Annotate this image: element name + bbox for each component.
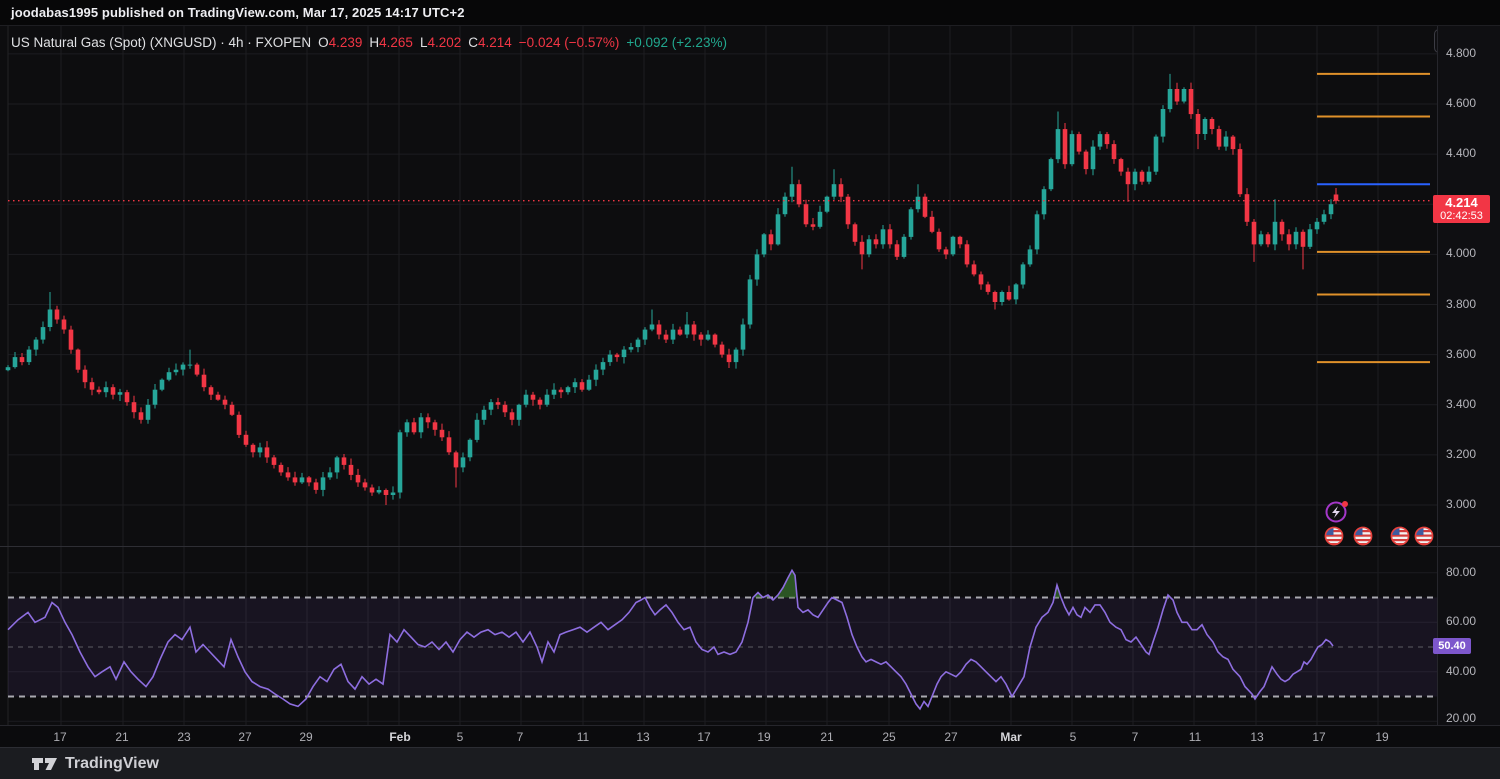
scale-tick-label: 80.00 [1446, 565, 1477, 579]
attribution-text: joodabas1995 published on TradingView.co… [11, 5, 465, 20]
scale-tick-label: 20.00 [1446, 711, 1477, 725]
us-flag-event-icon[interactable] [1353, 526, 1373, 546]
time-tick-label: 13 [636, 730, 650, 744]
scale-tick-label: 4.600 [1446, 96, 1477, 110]
scale-tick-label: 3.000 [1446, 497, 1477, 511]
last-price-badge: 4.214 02:42:53 [1433, 195, 1490, 223]
time-tick-label: 17 [53, 730, 67, 744]
us-flag-event-icon[interactable] [1324, 526, 1344, 546]
scale-tick-label: 4.800 [1446, 46, 1477, 60]
grid [7, 26, 1440, 725]
spark-event-icon[interactable] [1325, 501, 1349, 523]
ohlc-low: L4.202 [419, 34, 462, 50]
time-tick-label: 11 [576, 730, 590, 744]
us-flag-event-icon[interactable] [1390, 526, 1410, 546]
session-change: +0.092 (+2.23%) [626, 34, 727, 50]
time-tick-label: 27 [238, 730, 252, 744]
scale-tick-label: 3.800 [1446, 297, 1477, 311]
scale-tick-label: 3.600 [1446, 347, 1477, 361]
rsi-value-badge: 50.40 [1433, 638, 1471, 654]
time-tick-label: 19 [1375, 730, 1389, 744]
rsi-guides [8, 596, 1437, 698]
scale-tick-label: 4.000 [1446, 246, 1477, 260]
time-tick-label: 17 [697, 730, 711, 744]
last-price-value: 4.214 [1445, 195, 1478, 210]
time-tick-label: 11 [1188, 730, 1202, 744]
time-tick-label: 7 [1131, 730, 1139, 744]
rsi-overbought-fill [753, 570, 1171, 598]
footer-bar: TradingView [0, 747, 1500, 779]
candlestick-series [5, 73, 1339, 505]
tradingview-brand-text[interactable]: TradingView [65, 754, 159, 772]
symbol-title[interactable]: US Natural Gas (Spot) (XNGUSD) · 4h · FX… [11, 34, 312, 50]
pane-separator[interactable] [0, 546, 1500, 547]
scale-tick-label: 60.00 [1446, 614, 1477, 628]
tradingview-logo-icon[interactable] [32, 756, 58, 772]
bar-countdown: 02:42:53 [1440, 210, 1483, 222]
time-tick-label: 19 [757, 730, 771, 744]
ohlc-high: H4.265 [369, 34, 413, 50]
time-tick-label: 25 [882, 730, 896, 744]
ohlc-close: C4.214 [468, 34, 512, 50]
time-tick-label: 21 [820, 730, 834, 744]
scale-tick-label: 4.400 [1446, 146, 1477, 160]
scale-tick-label: 3.200 [1446, 447, 1477, 461]
time-tick-label: 5 [1069, 730, 1077, 744]
ohlc-open: O4.239 [318, 34, 363, 50]
time-tick-label: Feb [389, 730, 411, 744]
time-tick-label: Mar [1000, 730, 1022, 744]
time-tick-label: 13 [1250, 730, 1264, 744]
time-tick-label: 21 [115, 730, 129, 744]
time-tick-label: 5 [456, 730, 464, 744]
price-level-lines[interactable] [1317, 72, 1430, 364]
us-flag-event-icon[interactable] [1414, 526, 1434, 546]
time-tick-label: 23 [177, 730, 191, 744]
scale-tick-label: 3.400 [1446, 397, 1477, 411]
time-tick-label: 29 [299, 730, 313, 744]
rsi-line [7, 568, 1334, 711]
symbol-legend[interactable]: US Natural Gas (Spot) (XNGUSD) · 4h · FX… [11, 32, 727, 52]
time-tick-label: 7 [516, 730, 524, 744]
time-tick-label: 27 [944, 730, 958, 744]
scale-tick-label: 40.00 [1446, 664, 1477, 678]
bar-change: −0.024 (−0.57%) [518, 34, 620, 50]
attribution-bar: joodabas1995 published on TradingView.co… [0, 0, 1500, 26]
time-tick-label: 17 [1312, 730, 1326, 744]
time-axis[interactable]: 17 21 23 27 29 Feb 5 7 11 13 17 19 21 25 27 Mar 5 7 11 13 17… [0, 725, 1500, 747]
price-scale[interactable]: 4.800 4.600 4.400 4.000 3.800 3.600 3.400 3.200… [1437, 26, 1500, 725]
